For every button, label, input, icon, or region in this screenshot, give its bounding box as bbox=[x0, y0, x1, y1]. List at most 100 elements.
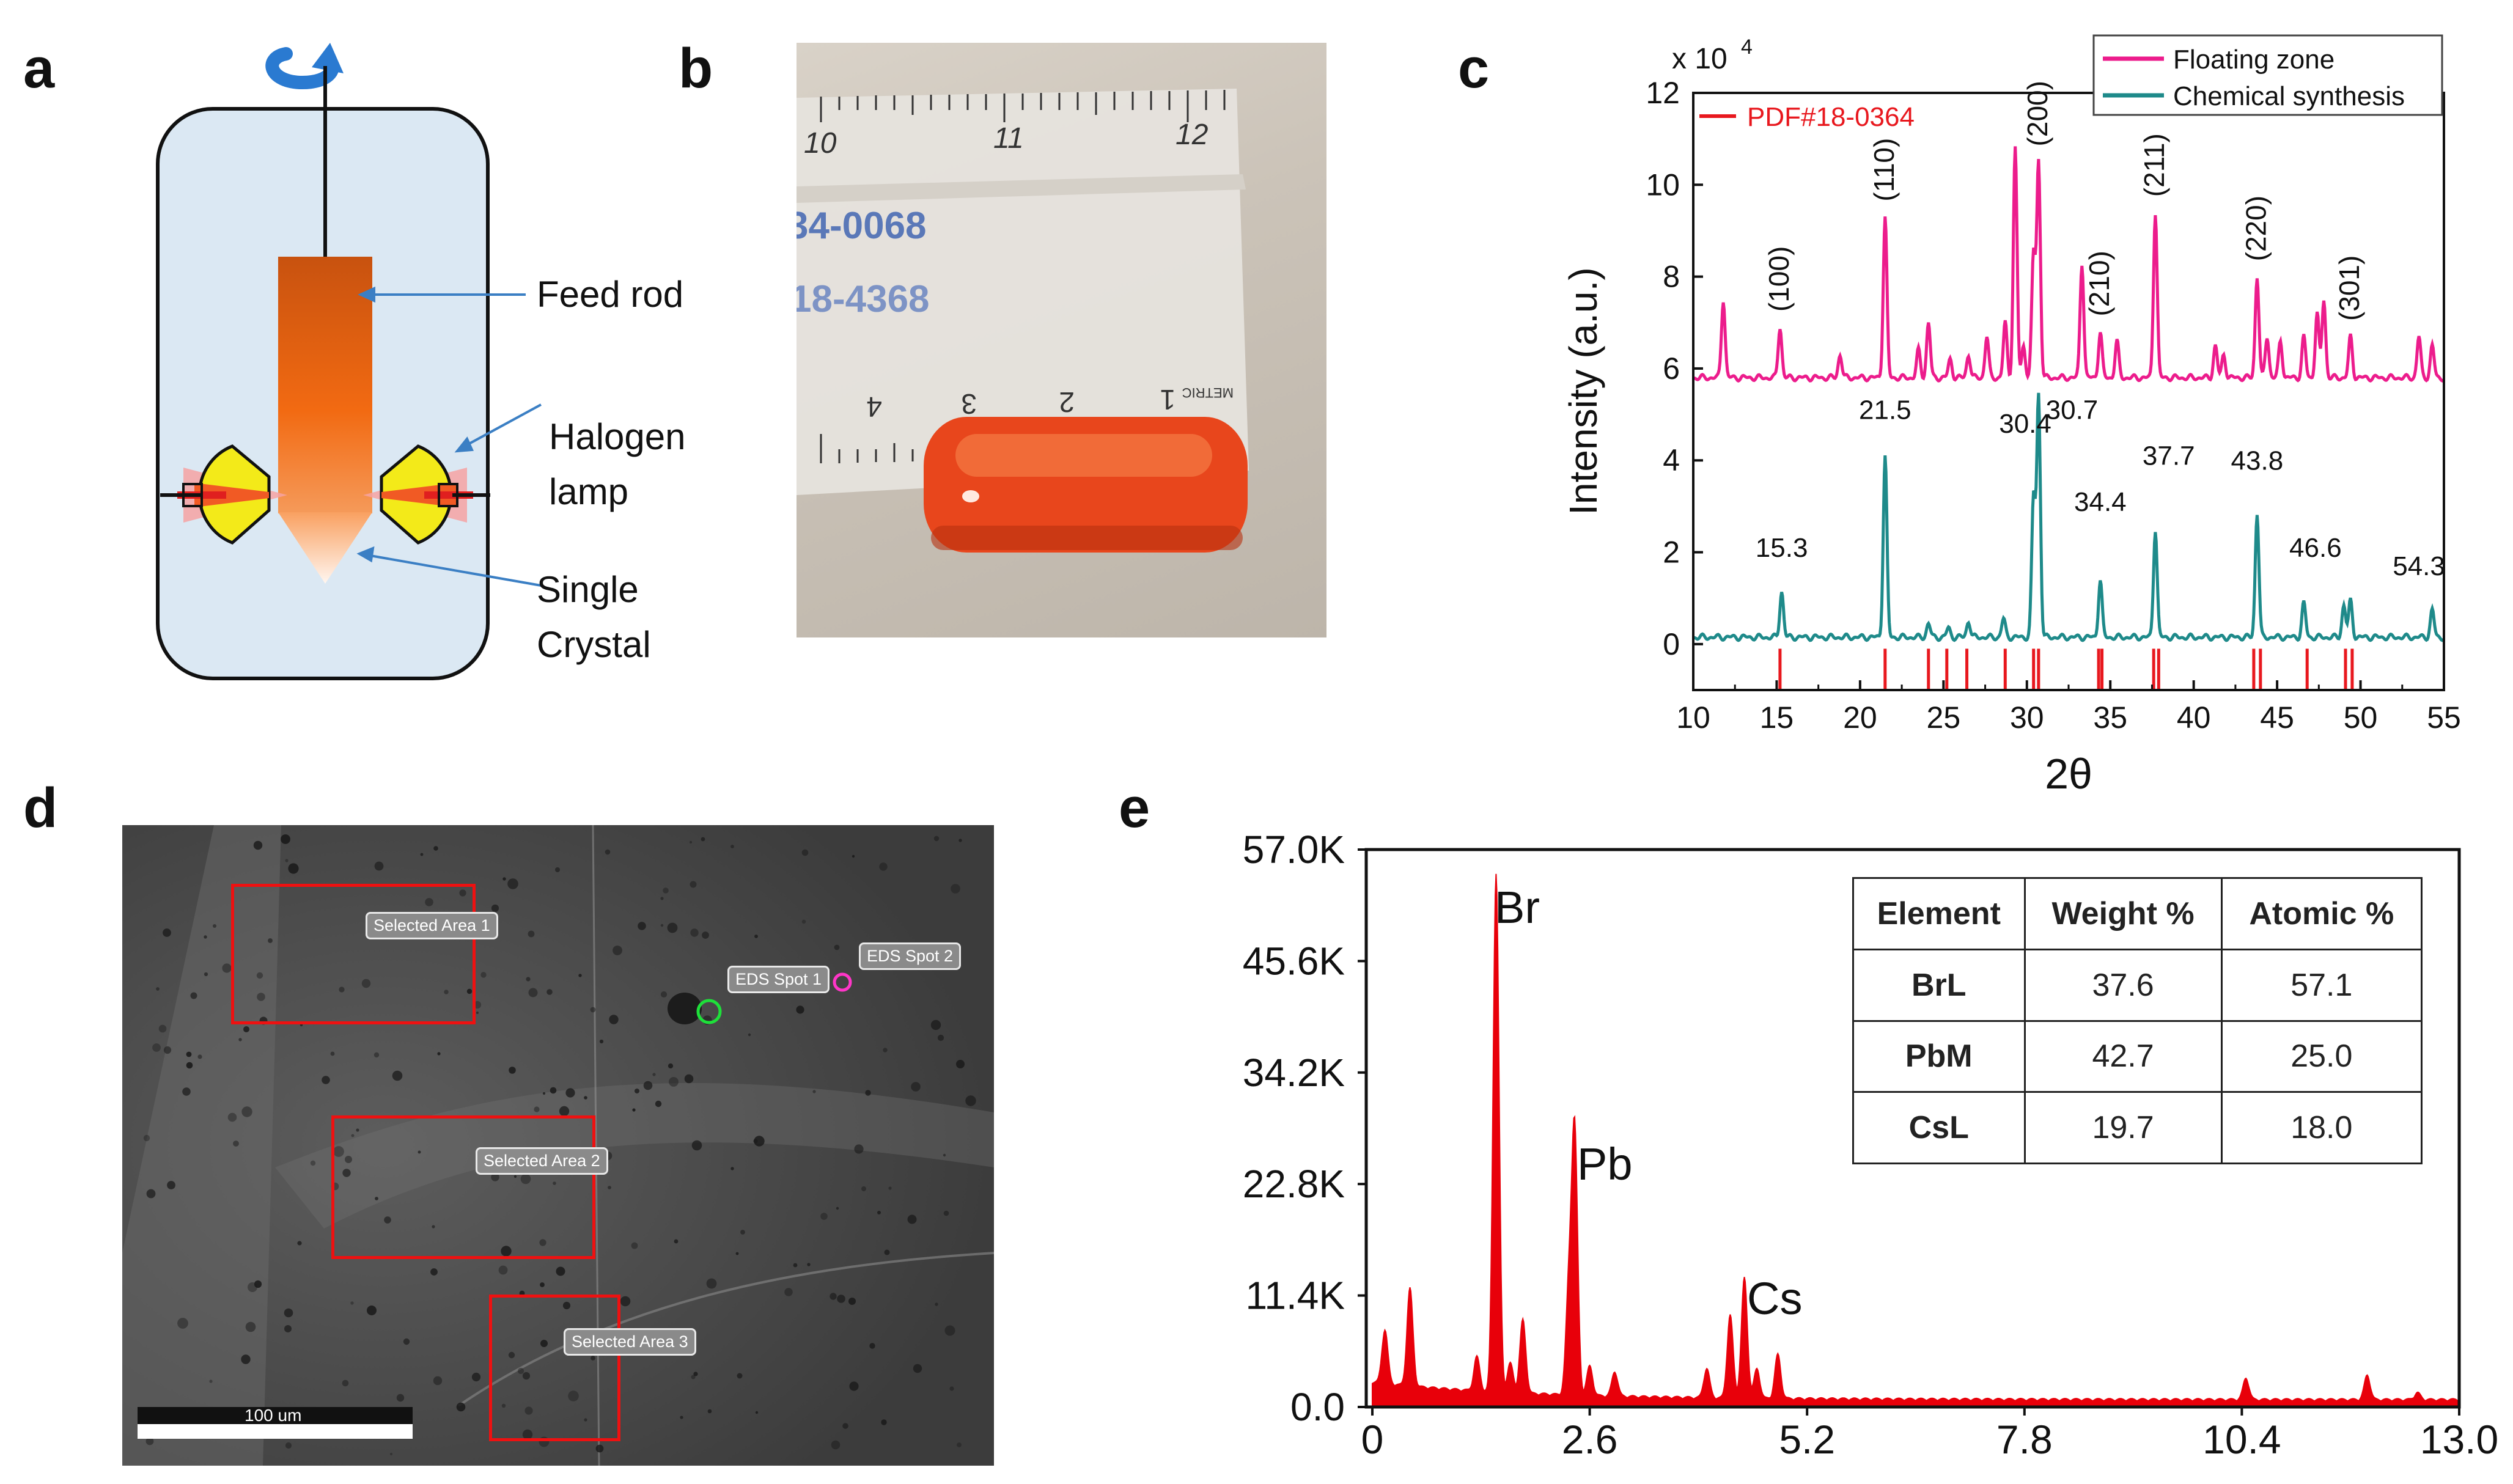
sem-pore bbox=[801, 919, 806, 924]
xrd-ylabel: Intensity (a.u.) bbox=[1561, 267, 1605, 515]
panel-letter-a: a bbox=[23, 37, 55, 100]
eds-axes-group: 0 2.6 5.2 7.8 10.4 13.0 0.0 11.4K 22.8K 34.2K 45.6… bbox=[1243, 828, 2498, 1462]
sem-pore bbox=[253, 840, 263, 850]
sem-pore bbox=[501, 1403, 506, 1408]
sem-pore bbox=[375, 1197, 378, 1200]
sem-pore bbox=[310, 1160, 316, 1166]
sem-pore bbox=[350, 1301, 354, 1305]
sem-pore bbox=[540, 1340, 548, 1347]
sem-pore bbox=[241, 1354, 251, 1364]
sem-pore bbox=[522, 1429, 533, 1440]
xrd-legend-box bbox=[2092, 34, 2443, 116]
xrd-peak-position-label: 54.3 bbox=[2393, 551, 2445, 581]
sem-pore bbox=[145, 1437, 154, 1445]
xrd-peak-position-label: 46.6 bbox=[2289, 533, 2342, 563]
table-header-cell: Element bbox=[1852, 877, 2026, 950]
sem-pore bbox=[584, 1418, 587, 1422]
sem-pore bbox=[943, 1210, 949, 1216]
xrd-x-tick-label: 45 bbox=[2260, 700, 2294, 735]
sem-pore bbox=[243, 1026, 249, 1032]
xrd-y-tick-label: 2 bbox=[1663, 535, 1680, 570]
sem-pore bbox=[163, 1046, 172, 1054]
sem-streak-band bbox=[122, 825, 281, 1466]
sem-pore bbox=[339, 986, 345, 993]
sem-pore bbox=[849, 1381, 859, 1391]
halogen-label: Halogen bbox=[549, 416, 686, 457]
xrd-x-tick-label: 10 bbox=[1676, 700, 1710, 735]
sem-pore bbox=[285, 859, 289, 862]
crystal-photo: 10 11 12 34-0068 18-4368 4 3 2 1 METRIC bbox=[797, 43, 1326, 637]
single-label: Single bbox=[537, 569, 639, 610]
sem-pore bbox=[466, 988, 473, 994]
sem-pore bbox=[693, 1372, 698, 1376]
eds-spectrum-group bbox=[1372, 873, 2460, 1408]
table-cell: 57.1 bbox=[2220, 948, 2423, 1022]
eds-x-tick-label: 13.0 bbox=[2420, 1417, 2498, 1462]
sem-pore bbox=[520, 1174, 531, 1185]
sem-pore bbox=[913, 1364, 922, 1373]
sem-pore bbox=[609, 1015, 619, 1024]
sem-pore bbox=[837, 1295, 845, 1303]
sem-pore bbox=[605, 849, 611, 855]
sem-pore bbox=[801, 849, 809, 856]
xrd-x-tick-label: 20 bbox=[1843, 700, 1877, 735]
sem-pore bbox=[680, 1416, 683, 1419]
sem-pore bbox=[356, 1128, 359, 1132]
sem-pore bbox=[834, 944, 840, 950]
sem-pore bbox=[879, 862, 888, 871]
ruler-number-10: 10 bbox=[804, 127, 837, 160]
eds-y-tick-label: 0.0 bbox=[1290, 1385, 1345, 1429]
sem-pore bbox=[245, 1321, 256, 1332]
sem-pore bbox=[143, 1134, 150, 1142]
selected-area-3-box bbox=[489, 1295, 620, 1441]
sem-scalebar-label: 100 um bbox=[245, 1406, 302, 1425]
eds-y-tick-label: 45.6K bbox=[1243, 939, 1345, 983]
sem-pore bbox=[737, 1373, 743, 1379]
sem-pore bbox=[284, 1308, 293, 1318]
sem-pore bbox=[186, 1062, 193, 1069]
sem-pore bbox=[652, 1073, 656, 1076]
sem-pore bbox=[425, 898, 433, 906]
xrd-miller-index-label: (210) bbox=[2083, 251, 2115, 316]
xrd-series-line-0 bbox=[1693, 146, 2445, 383]
sem-pore bbox=[669, 1077, 679, 1087]
sem-pore bbox=[730, 845, 734, 848]
sem-pore bbox=[333, 1146, 344, 1157]
sem-pore bbox=[935, 1302, 938, 1306]
sem-pore bbox=[522, 1372, 531, 1380]
xrd-miller-index-label: (301) bbox=[2333, 255, 2365, 321]
sem-pore bbox=[534, 1106, 540, 1112]
sem-pore bbox=[613, 946, 622, 955]
ruler-number-12: 12 bbox=[1176, 119, 1208, 151]
eds-y-tick-label: 11.4K bbox=[1246, 1274, 1345, 1318]
panel-letter-d: d bbox=[23, 777, 58, 839]
xrd-plot-frame bbox=[1692, 92, 2445, 691]
sem-pore bbox=[238, 1038, 242, 1041]
sem-pore bbox=[812, 1090, 816, 1093]
sem-pore bbox=[213, 924, 216, 928]
sem-pore bbox=[501, 1246, 512, 1257]
sem-pore bbox=[933, 836, 940, 842]
xrd-axes-group: 10 15 20 25 30 35 40 45 50 55 0 2 4 6 8 10 12 bbox=[1646, 76, 2460, 735]
sem-pore bbox=[513, 1175, 517, 1178]
sem-pore bbox=[507, 878, 518, 889]
selected-area-2-label: Selected Area 2 bbox=[476, 1147, 608, 1175]
sem-pore bbox=[222, 963, 232, 973]
reference-legend-label: PDF#18-0364 bbox=[1747, 102, 1915, 132]
crystal-photo-drawing: 10 11 12 34-0068 18-4368 4 3 2 1 METRIC bbox=[797, 89, 1249, 553]
sem-pore bbox=[595, 1444, 604, 1453]
crystal-label: Crystal bbox=[537, 624, 651, 665]
panel-a-schematic: Feed rod Halogen lamp Single Crystal bbox=[156, 43, 686, 680]
xrd-scale-label: x 10 bbox=[1672, 43, 1727, 75]
sem-pore bbox=[754, 1136, 765, 1147]
sem-pore bbox=[599, 1039, 604, 1044]
sem-pore bbox=[660, 991, 668, 998]
panel-letter-c: c bbox=[1458, 37, 1490, 100]
sem-pore bbox=[635, 1089, 639, 1093]
sem-flow-band bbox=[275, 1082, 994, 1229]
sem-pore bbox=[209, 1379, 213, 1383]
ruler-number-2: 2 bbox=[1059, 386, 1075, 418]
sem-pore bbox=[793, 1263, 798, 1268]
xrd-x-tick-label: 15 bbox=[1760, 700, 1794, 735]
ruler-edge-shadow bbox=[797, 174, 1246, 203]
